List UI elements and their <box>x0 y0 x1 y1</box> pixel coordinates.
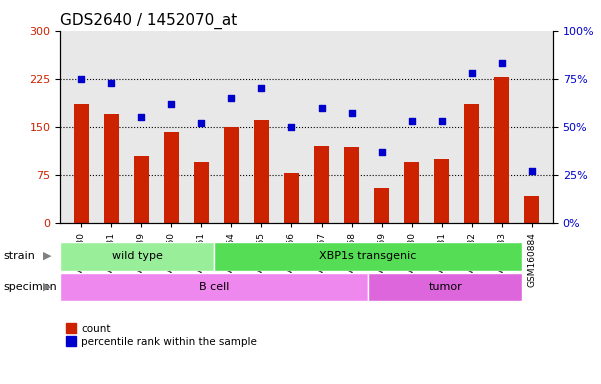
Point <box>467 70 477 76</box>
Bar <box>524 196 539 223</box>
Bar <box>344 147 359 223</box>
Text: ▶: ▶ <box>43 251 52 261</box>
Point <box>497 60 507 66</box>
Point <box>317 104 326 111</box>
Text: specimen: specimen <box>3 282 56 292</box>
Bar <box>284 173 299 223</box>
Point <box>347 110 356 116</box>
Point <box>287 124 296 130</box>
Point <box>106 79 116 86</box>
Bar <box>224 127 239 223</box>
Text: strain: strain <box>3 251 35 261</box>
Bar <box>464 104 480 223</box>
FancyBboxPatch shape <box>368 273 522 301</box>
Point <box>377 149 386 155</box>
Point <box>166 101 176 107</box>
Text: B cell: B cell <box>199 282 230 292</box>
FancyBboxPatch shape <box>214 242 522 271</box>
Bar <box>194 162 209 223</box>
Text: XBP1s transgenic: XBP1s transgenic <box>319 251 417 262</box>
Point <box>527 168 537 174</box>
Bar <box>74 104 89 223</box>
Point <box>136 114 146 120</box>
Text: GDS2640 / 1452070_at: GDS2640 / 1452070_at <box>60 13 237 29</box>
Bar <box>494 77 509 223</box>
FancyBboxPatch shape <box>60 273 368 301</box>
Text: wild type: wild type <box>112 251 162 262</box>
Bar <box>404 162 419 223</box>
Text: tumor: tumor <box>429 282 462 292</box>
Text: ▶: ▶ <box>43 282 52 292</box>
Bar <box>254 120 269 223</box>
FancyBboxPatch shape <box>60 242 214 271</box>
Bar <box>104 114 118 223</box>
Bar <box>163 132 179 223</box>
Point <box>407 118 416 124</box>
Point <box>437 118 447 124</box>
Bar <box>314 146 329 223</box>
Legend: count, percentile rank within the sample: count, percentile rank within the sample <box>66 324 257 347</box>
Point <box>76 76 86 82</box>
Point <box>197 120 206 126</box>
Point <box>227 95 236 101</box>
Bar <box>133 156 149 223</box>
Point <box>257 85 266 91</box>
Bar <box>374 187 389 223</box>
Bar <box>434 159 449 223</box>
